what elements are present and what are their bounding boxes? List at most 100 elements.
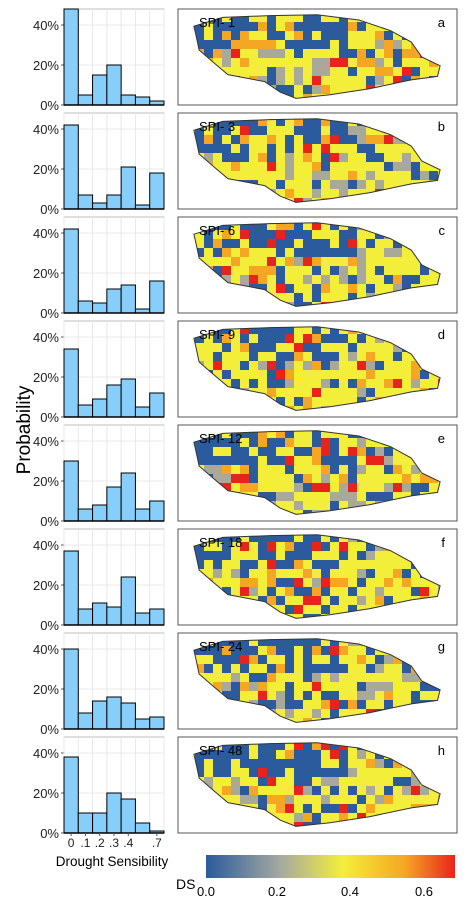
map-cell [357,31,367,41]
map-cell [276,162,286,172]
map-cell [420,682,430,692]
map-cell [222,664,232,674]
map-cell [249,326,259,335]
map-cell [357,777,367,787]
map-cell [276,379,286,389]
map-cell [375,596,385,606]
map-cell [213,257,223,267]
map-cell [357,76,367,86]
map-cell [276,293,286,303]
colorbar: DS 0.0 0.2 0.4 0.6 [176,855,455,899]
map-cell [321,284,331,294]
map-cell [312,786,322,796]
map-cell [321,334,331,344]
y-tick-label: 40% [33,642,59,657]
map-cell [267,379,277,389]
map-cell [285,682,295,692]
map-cell [267,673,277,683]
map-cell [366,379,376,389]
map-cell [294,275,304,285]
map-cell [240,118,250,127]
spi-label: SPI- 12 [199,431,242,446]
map-cell [402,560,412,570]
map-cell [393,560,403,570]
map-cell [420,266,430,276]
bar [120,576,136,626]
map-cell [339,813,349,823]
map-cell [312,768,322,778]
map-cell [303,569,313,579]
map-cell [339,483,349,493]
map-cell [366,759,376,769]
map-cell [348,334,358,344]
map-cell [231,456,241,466]
map-cell [303,456,313,466]
map-cell [312,474,322,484]
map-cell [402,352,412,362]
map-cell [249,67,259,77]
map-cell [411,587,421,597]
map-cell [303,370,313,380]
map-cell [339,239,349,249]
map-cell [303,284,313,294]
map-cell [393,578,403,588]
map-cell [348,700,358,710]
y-tick-label: 40% [33,122,59,137]
map-cell [267,742,277,751]
map-cell [339,126,349,136]
map-cell [258,58,268,68]
map-cell [303,31,313,41]
map-cell [357,551,367,561]
map-cell [249,144,259,154]
map-cell [258,777,268,787]
map-cell [222,742,232,751]
map-cell [294,700,304,710]
map-cell [258,334,268,344]
map-cell [276,578,286,588]
map-cell [303,542,313,552]
map-cell [303,718,313,723]
map-cell [240,239,250,249]
map-cell [330,189,340,199]
map-cell [222,153,232,163]
map-cell [258,465,268,475]
map-cell [276,700,286,710]
map-cell [339,180,349,190]
map-cell [240,438,250,448]
map-cell [303,804,313,814]
map-cell [213,578,223,588]
colorbar-label: DS [176,876,195,892]
x-tick-label: 0 [68,836,75,850]
map-cell [384,76,394,86]
map-cell [240,759,250,769]
map-cell [249,465,259,475]
map-cell [294,813,304,823]
bar [77,508,94,522]
map-cell [231,691,241,701]
map-cell [276,343,286,353]
map-cell [429,379,439,389]
map-cell [357,759,367,769]
map-cell [222,135,232,145]
map-cell [193,22,196,32]
map-cell [231,153,241,163]
map-cell [303,646,313,656]
map-cell [330,334,340,344]
map-cell [294,180,304,190]
map-cell [312,248,322,258]
map-cell [276,118,286,127]
map-cell [429,795,439,805]
map-cell [222,58,232,68]
map-cell [294,248,304,258]
map-cell [303,534,313,543]
map-cell [312,646,322,656]
map-cell [267,447,277,457]
map-cell [213,361,223,371]
y-tick-label: 20% [33,370,59,385]
map-cell [321,605,331,615]
map-cell [312,551,322,561]
map-cell [294,118,304,127]
map-cell [213,144,223,154]
map-cell [294,492,304,502]
map-cell [330,153,340,163]
